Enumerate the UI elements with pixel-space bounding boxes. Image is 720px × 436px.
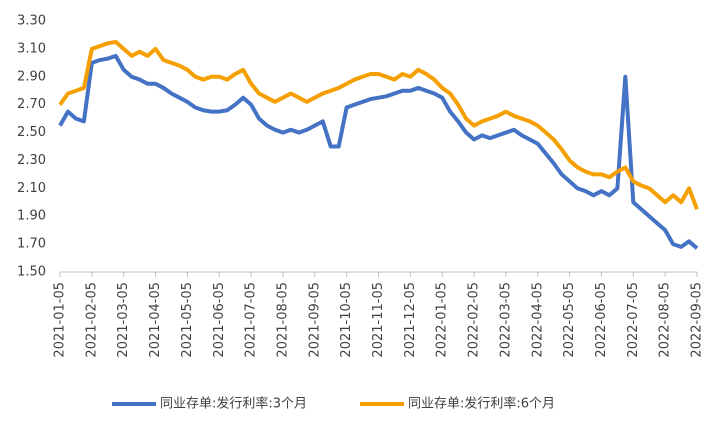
y-tick-label: 2.10 bbox=[17, 181, 46, 196]
x-tick-label: 2021-02-05 bbox=[84, 282, 99, 358]
y-tick-label: 1.70 bbox=[17, 237, 46, 252]
x-tick-label: 2021-08-05 bbox=[275, 282, 290, 358]
y-tick-label: 1.50 bbox=[17, 265, 46, 280]
x-tick-label: 2021-07-05 bbox=[244, 282, 259, 358]
x-tick-label: 2021-06-05 bbox=[212, 282, 227, 358]
x-tick-label: 2021-09-05 bbox=[307, 282, 322, 358]
x-tick-label: 2022-06-05 bbox=[594, 282, 609, 358]
line-series bbox=[58, 53, 699, 250]
x-tick-label: 2021-01-05 bbox=[53, 282, 68, 358]
x-tick-label: 2022-01-05 bbox=[435, 282, 450, 358]
x-tick-label: 2022-09-05 bbox=[690, 282, 705, 358]
x-tick-label: 2022-03-05 bbox=[498, 282, 513, 358]
x-tick-label: 2022-05-05 bbox=[562, 282, 577, 358]
legend-label: 同业存单:发行利率:3个月 bbox=[160, 396, 307, 412]
y-tick-label: 2.30 bbox=[17, 153, 46, 168]
line-series bbox=[58, 39, 699, 210]
y-tick-label: 2.90 bbox=[17, 69, 46, 84]
x-tick-label: 2021-05-05 bbox=[180, 282, 195, 358]
x-tick-label: 2021-03-05 bbox=[116, 282, 131, 358]
x-tick-label: 2021-11-05 bbox=[371, 282, 386, 358]
y-tick-label: 2.70 bbox=[17, 97, 46, 112]
x-tick-label: 2021-10-05 bbox=[339, 282, 354, 358]
legend-label: 同业存单:发行利率:6个月 bbox=[408, 396, 555, 412]
x-tick-label: 2021-04-05 bbox=[148, 282, 163, 358]
x-tick-label: 2022-04-05 bbox=[530, 282, 545, 358]
x-tick-label: 2022-08-05 bbox=[658, 282, 673, 358]
x-tick-label: 2021-12-05 bbox=[403, 282, 418, 358]
y-tick-label: 2.50 bbox=[17, 125, 46, 140]
y-tick-label: 3.10 bbox=[17, 41, 46, 56]
y-tick-label: 3.30 bbox=[17, 14, 46, 29]
x-tick-label: 2022-02-05 bbox=[467, 282, 482, 358]
y-tick-label: 1.90 bbox=[17, 209, 46, 224]
x-tick-label: 2022-07-05 bbox=[626, 282, 641, 358]
